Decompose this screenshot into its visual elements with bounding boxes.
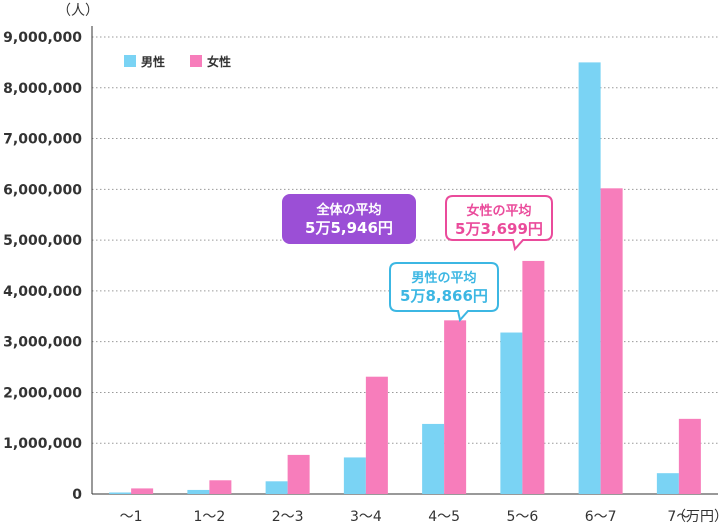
bar-female-7 <box>600 188 623 494</box>
x-tick-label: 3〜4 <box>350 509 382 523</box>
y-tick-label: 1,000,000 <box>3 436 82 452</box>
x-tick-label: 2〜3 <box>272 509 304 523</box>
y-unit-label: （人） <box>57 3 99 19</box>
x-unit-label: （万円） <box>672 509 720 523</box>
bar-female-4 <box>365 376 388 494</box>
bar-male-3 <box>265 481 288 494</box>
callout-label: 全体の平均 <box>315 202 381 218</box>
axes <box>91 26 718 495</box>
y-tick-label: 9,000,000 <box>3 30 82 46</box>
bar-male-2 <box>187 489 210 494</box>
legend-swatch <box>190 55 202 67</box>
callout-value: 5万3,699円 <box>455 220 543 238</box>
x-tick-label: 5〜6 <box>506 509 538 523</box>
callout-box <box>282 194 416 244</box>
y-tick-label: 6,000,000 <box>3 182 82 198</box>
legend-label: 男性 <box>141 54 165 69</box>
bar-male-1 <box>109 492 132 494</box>
y-tick-label: 4,000,000 <box>3 284 82 300</box>
callout-box <box>445 195 553 252</box>
bar-male-8 <box>656 473 679 494</box>
bars <box>109 62 701 495</box>
axis-labels: 0 1,000,000 2,000,000 3,000,000 4,000,000 5,0… <box>3 3 720 523</box>
callout-label: 女性の平均 <box>466 203 531 219</box>
legend: 男性 女性 <box>124 54 231 69</box>
bar-female-5 <box>444 320 467 494</box>
x-tick-label: 〜1 <box>120 509 143 523</box>
y-tick-label: 3,000,000 <box>3 335 82 351</box>
legend-swatch <box>124 55 136 67</box>
y-tick-label: 8,000,000 <box>3 81 82 97</box>
bar-female-8 <box>678 418 701 494</box>
y-tick-label: 0 <box>72 487 82 503</box>
legend-label: 女性 <box>207 54 231 69</box>
x-tick-label: 7〜 <box>667 509 690 523</box>
bar-male-7 <box>578 62 601 495</box>
y-tick-label: 2,000,000 <box>3 385 82 401</box>
x-tick-label: 1〜2 <box>193 509 225 523</box>
x-tick-label: 6〜7 <box>585 509 617 523</box>
bar-male-6 <box>500 332 523 494</box>
x-tick-label: 4〜5 <box>428 509 460 523</box>
callout-box <box>389 262 499 323</box>
bar-male-5 <box>422 423 445 494</box>
callout-value: 5万8,866円 <box>400 287 488 305</box>
bar-female-6 <box>522 260 545 494</box>
callout-label: 男性の平均 <box>411 270 476 286</box>
bar-male-4 <box>343 457 366 494</box>
y-tick-label: 5,000,000 <box>3 233 82 249</box>
callout-value: 5万5,946円 <box>305 219 393 237</box>
bar-female-3 <box>287 454 310 494</box>
bar-female-2 <box>209 480 232 494</box>
y-tick-label: 7,000,000 <box>3 132 82 148</box>
bar-female-1 <box>131 488 154 494</box>
